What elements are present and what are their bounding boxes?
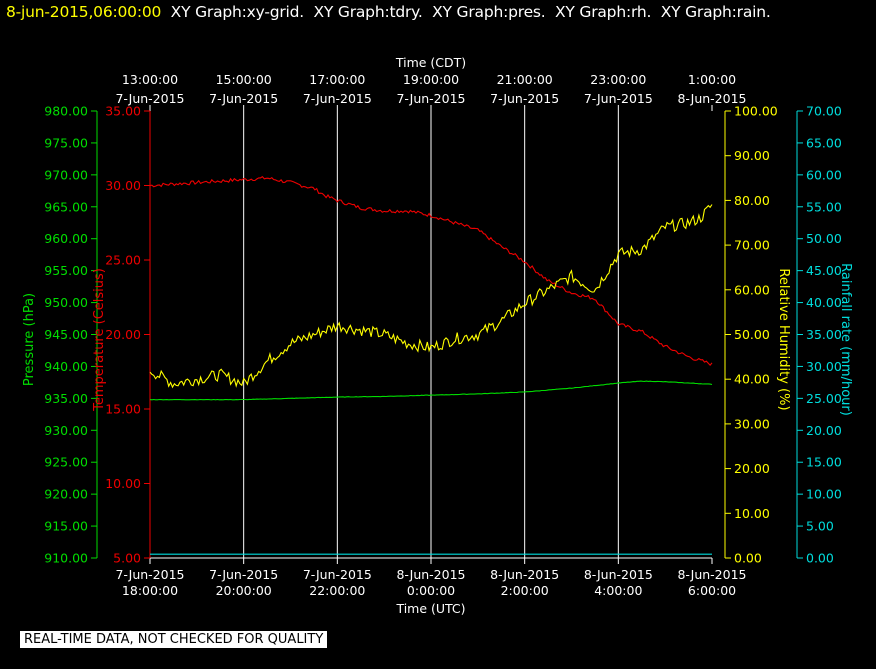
pressure-tick-label-6: 940.00	[44, 359, 88, 374]
pressure-tick-label-2: 920.00	[44, 487, 88, 502]
rain-tick-label-12: 60.00	[806, 167, 842, 182]
graph-title-2: XY Graph:pres.	[432, 3, 546, 21]
pressure-tick-label-7: 945.00	[44, 327, 88, 342]
humidity-tick-label-0: 0.00	[734, 551, 762, 566]
temperature-tick-label-2: 15.00	[105, 402, 141, 417]
rain-tick-label-8: 40.00	[806, 295, 842, 310]
pressure-tick-label-9: 955.00	[44, 263, 88, 278]
rain-tick-label-10: 50.00	[806, 231, 842, 246]
graph-title-0: XY Graph:xy-grid.	[170, 3, 305, 21]
humidity-tick-label-7: 70.00	[734, 238, 770, 253]
bottom-tick-date-6: 8-Jun-2015	[677, 567, 746, 582]
pressure-tick-label-10: 960.00	[44, 231, 88, 246]
rain-tick-label-11: 55.00	[806, 199, 842, 214]
bottom-tick-time-2: 22:00:00	[309, 583, 365, 598]
top-tick-time-0: 13:00:00	[122, 72, 178, 87]
bottom-tick-time-1: 20:00:00	[216, 583, 272, 598]
temperature-axis-label: Temperature (Celsius)	[92, 268, 107, 412]
bottom-tick-date-1: 7-Jun-2015	[209, 567, 278, 582]
humidity-tick-label-3: 30.00	[734, 416, 770, 431]
pressure-tick-label-5: 935.00	[44, 391, 88, 406]
bottom-axis-label: Time (UTC)	[395, 601, 465, 616]
top-tick-time-3: 19:00:00	[403, 72, 459, 87]
bottom-tick-date-2: 7-Jun-2015	[303, 567, 372, 582]
top-tick-time-5: 23:00:00	[590, 72, 646, 87]
temperature-tick-label-4: 25.00	[105, 253, 141, 268]
pressure-tick-label-1: 915.00	[44, 519, 88, 534]
pressure-tick-label-3: 925.00	[44, 455, 88, 470]
humidity-axis-label: Relative Humidity (%)	[776, 268, 791, 410]
bottom-tick-date-3: 8-Jun-2015	[396, 567, 465, 582]
graph-title-4: XY Graph:rain.	[660, 3, 771, 21]
pressure-tick-label-4: 930.00	[44, 423, 88, 438]
bottom-tick-time-6: 6:00:00	[688, 583, 736, 598]
rain-tick-label-4: 20.00	[806, 423, 842, 438]
rain-tick-label-9: 45.00	[806, 263, 842, 278]
rain-axis-label: Rainfall rate (mm/hour)	[838, 263, 853, 416]
rain-tick-label-5: 25.00	[806, 391, 842, 406]
top-tick-time-6: 1:00:00	[688, 72, 736, 87]
top-tick-date-0: 7-Jun-2015	[115, 91, 184, 106]
temperature-tick-label-0: 5.00	[113, 551, 141, 566]
bottom-tick-date-0: 7-Jun-2015	[115, 567, 184, 582]
rain-tick-label-3: 15.00	[806, 455, 842, 470]
top-tick-date-2: 7-Jun-2015	[303, 91, 372, 106]
rain-tick-label-6: 30.00	[806, 359, 842, 374]
pressure-tick-label-13: 975.00	[44, 135, 88, 150]
rain-tick-label-2: 10.00	[806, 487, 842, 502]
pressure-tick-label-8: 950.00	[44, 295, 88, 310]
humidity-tick-label-9: 90.00	[734, 148, 770, 163]
pressure-tick-label-11: 965.00	[44, 199, 88, 214]
rain-tick-label-7: 35.00	[806, 327, 842, 342]
pressure-tick-label-14: 980.00	[44, 104, 88, 119]
graph-title-1: XY Graph:tdry.	[313, 3, 423, 21]
humidity-tick-label-2: 20.00	[734, 461, 770, 476]
temperature-series-line	[149, 175, 713, 367]
pressure-axis-label: Pressure (hPa)	[22, 293, 37, 386]
pressure-tick-label-0: 910.00	[44, 551, 88, 566]
humidity-tick-label-5: 50.00	[734, 327, 770, 342]
bottom-tick-time-3: 0:00:00	[407, 583, 455, 598]
temperature-tick-label-1: 10.00	[105, 476, 141, 491]
top-tick-date-4: 7-Jun-2015	[490, 91, 559, 106]
humidity-tick-label-4: 40.00	[734, 372, 770, 387]
bottom-tick-time-4: 2:00:00	[501, 583, 549, 598]
top-tick-time-1: 15:00:00	[216, 72, 272, 87]
top-tick-date-1: 7-Jun-2015	[209, 91, 278, 106]
humidity-tick-label-1: 10.00	[734, 506, 770, 521]
rain-tick-label-14: 70.00	[806, 104, 842, 119]
temperature-tick-label-6: 35.00	[105, 104, 141, 119]
top-tick-time-2: 17:00:00	[309, 72, 365, 87]
rain-tick-label-1: 5.00	[806, 519, 834, 534]
pressure-tick-label-12: 970.00	[44, 167, 88, 182]
top-tick-time-4: 21:00:00	[497, 72, 553, 87]
humidity-tick-label-6: 60.00	[734, 282, 770, 297]
bottom-tick-date-5: 8-Jun-2015	[584, 567, 653, 582]
top-axis-label: Time (CDT)	[395, 55, 466, 70]
humidity-tick-label-10: 100.00	[734, 104, 778, 119]
bottom-tick-time-0: 18:00:00	[122, 583, 178, 598]
humidity-series-line	[149, 204, 713, 389]
top-tick-date-5: 7-Jun-2015	[584, 91, 653, 106]
bottom-tick-time-5: 4:00:00	[594, 583, 642, 598]
top-tick-date-6: 8-Jun-2015	[677, 91, 746, 106]
quality-disclaimer: REAL-TIME DATA, NOT CHECKED FOR QUALITY	[20, 631, 328, 648]
rain-tick-label-0: 0.00	[806, 551, 834, 566]
rain-tick-label-13: 65.00	[806, 135, 842, 150]
timestamp: 8-jun-2015,06:00:00	[6, 3, 162, 21]
graph-title-3: XY Graph:rh.	[554, 3, 652, 21]
pressure-series-line	[149, 380, 713, 401]
top-tick-date-3: 7-Jun-2015	[396, 91, 465, 106]
temperature-tick-label-5: 30.00	[105, 178, 141, 193]
humidity-tick-label-8: 80.00	[734, 193, 770, 208]
bottom-tick-date-4: 8-Jun-2015	[490, 567, 559, 582]
chart-header: 8-jun-2015,06:00:00 XY Graph:xy-grid. XY…	[6, 3, 771, 21]
temperature-tick-label-3: 20.00	[105, 327, 141, 342]
